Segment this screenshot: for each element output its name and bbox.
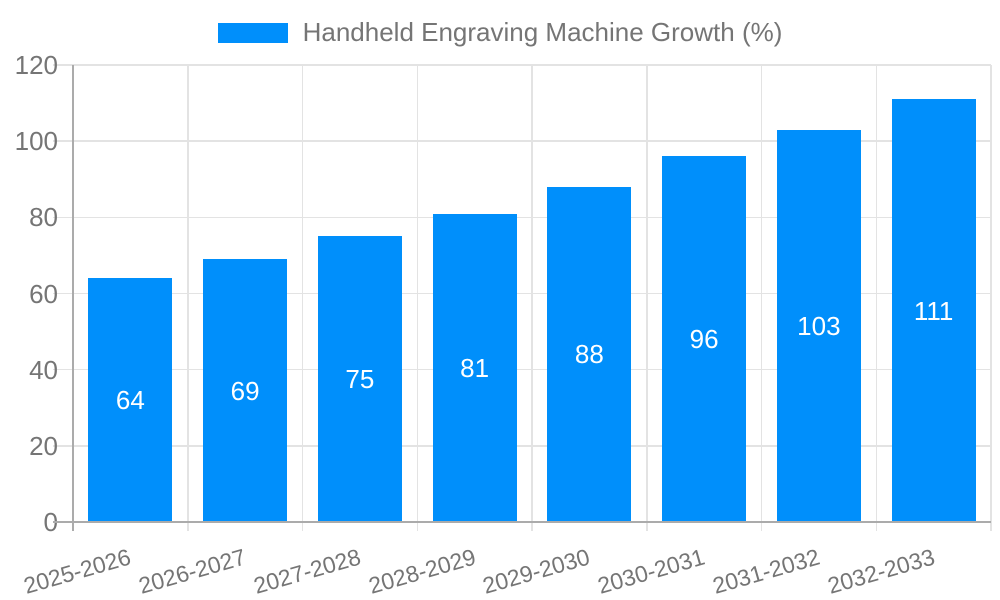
- y-gridline: [53, 216, 991, 219]
- y-axis-tick-label: 100: [14, 126, 58, 157]
- y-axis-tick-label: 80: [29, 202, 58, 233]
- bar[interactable]: 88: [547, 186, 632, 522]
- x-axis-tick-label: 2030-2031: [594, 543, 708, 599]
- y-axis-tick-label: 40: [29, 354, 58, 385]
- bar[interactable]: 96: [662, 156, 747, 522]
- x-axis-line: [53, 521, 991, 523]
- bar-value-label: 64: [115, 385, 145, 416]
- bar[interactable]: 111: [891, 99, 976, 522]
- y-gridline: [53, 292, 991, 295]
- bar-value-label: 81: [460, 352, 490, 383]
- x-gridline: [301, 65, 304, 531]
- chart-legend[interactable]: Handheld Engraving Machine Growth (%): [0, 17, 1000, 48]
- x-gridline: [990, 65, 992, 531]
- legend-swatch-icon: [217, 22, 288, 43]
- plot-area: 0 20 40 60 80 100 120 64 69 75 81 88 96 103 111 2025-20…: [15, 50, 992, 599]
- bar[interactable]: 64: [88, 278, 173, 522]
- x-axis-tick-label: 2029-2030: [480, 543, 593, 599]
- y-axis-tick-label: 60: [29, 278, 58, 309]
- bar-value-label: 111: [913, 295, 954, 326]
- x-axis-tick-label: 2031-2032: [709, 543, 823, 599]
- bar-value-label: 96: [689, 324, 719, 355]
- y-gridline: [53, 140, 991, 142]
- x-axis-tick-label: 2032-2033: [824, 543, 938, 599]
- bar[interactable]: 103: [776, 129, 861, 522]
- bar[interactable]: 81: [432, 213, 517, 522]
- x-gridline: [646, 65, 648, 531]
- bar-value-label: 69: [230, 375, 260, 406]
- y-axis-tick-label: 20: [29, 430, 58, 461]
- bar-value-label: 103: [797, 310, 841, 341]
- x-gridline: [531, 65, 533, 531]
- x-axis-tick-label: 2028-2029: [365, 543, 479, 599]
- x-gridline: [416, 65, 418, 531]
- bar-value-label: 75: [345, 364, 375, 395]
- x-gridline: [875, 65, 877, 531]
- y-gridline: [53, 64, 991, 66]
- y-gridline: [53, 445, 991, 447]
- legend-label: Handheld Engraving Machine Growth (%): [302, 17, 783, 47]
- x-gridline: [187, 65, 189, 531]
- y-axis-line: [72, 65, 74, 531]
- x-axis-tick-label: 2026-2027: [135, 543, 249, 599]
- bar[interactable]: 69: [203, 259, 288, 522]
- bar-value-label: 88: [574, 339, 604, 370]
- x-axis-tick-label: 2027-2028: [250, 543, 364, 599]
- y-axis-tick-label: 0: [43, 507, 58, 537]
- bar[interactable]: 75: [317, 236, 402, 522]
- y-gridline: [53, 368, 991, 371]
- x-axis-tick-label: 2025-2026: [21, 543, 134, 599]
- x-gridline: [760, 65, 763, 531]
- y-axis-tick-label: 120: [14, 50, 58, 80]
